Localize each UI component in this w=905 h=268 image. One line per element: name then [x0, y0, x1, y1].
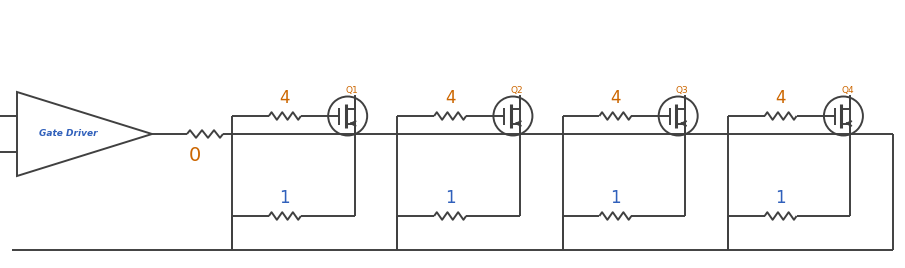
Text: 1: 1 — [445, 189, 455, 207]
Text: 4: 4 — [280, 89, 291, 107]
Text: 4: 4 — [445, 89, 455, 107]
Text: Q1: Q1 — [346, 85, 358, 95]
Text: Q4: Q4 — [841, 85, 853, 95]
Text: 1: 1 — [776, 189, 786, 207]
Text: 1: 1 — [280, 189, 291, 207]
Text: 1: 1 — [610, 189, 621, 207]
Text: 0: 0 — [189, 146, 201, 165]
Text: Gate Driver: Gate Driver — [39, 129, 98, 139]
Text: Q2: Q2 — [510, 85, 523, 95]
Text: Q3: Q3 — [676, 85, 689, 95]
Text: 4: 4 — [610, 89, 621, 107]
Text: 4: 4 — [776, 89, 786, 107]
